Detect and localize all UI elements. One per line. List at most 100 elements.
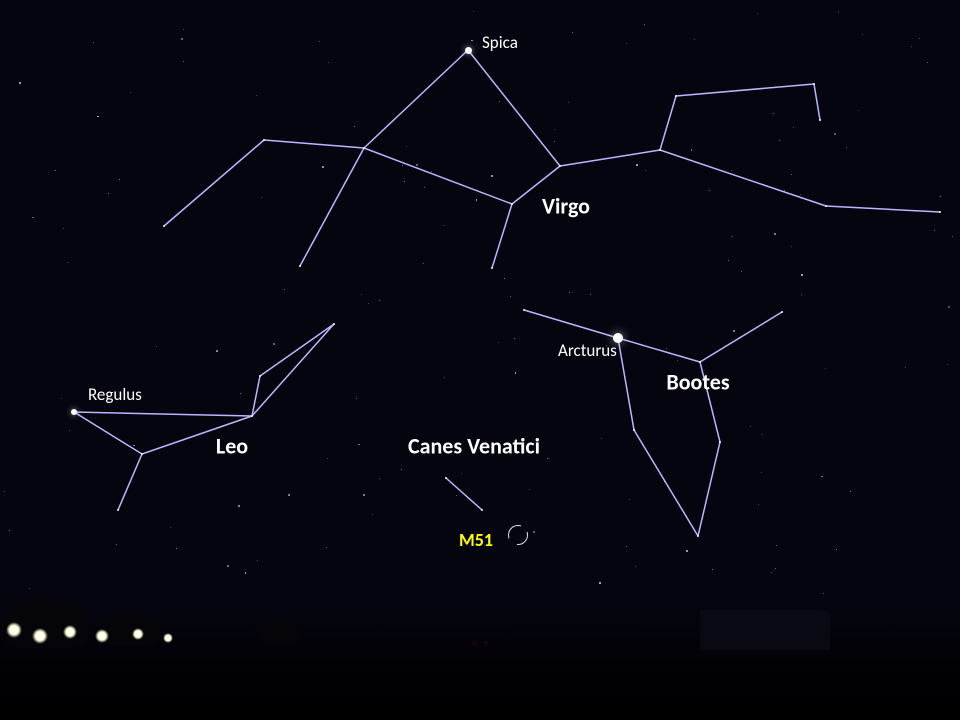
bg-star (601, 438, 602, 439)
bg-star (793, 127, 794, 128)
bg-star (476, 199, 478, 201)
tree-silhouette (100, 612, 160, 646)
bg-star (731, 170, 732, 171)
bg-star (257, 560, 258, 561)
bg-star (498, 342, 499, 343)
bg-star (757, 13, 758, 14)
bg-star (733, 330, 735, 332)
bg-star (626, 546, 627, 547)
bg-star (284, 289, 285, 290)
bg-star (19, 82, 21, 84)
bg-star (626, 43, 627, 44)
bg-star (116, 544, 117, 545)
bg-star (328, 62, 329, 63)
vertex-star (697, 535, 699, 537)
label-bootes: Bootes (666, 369, 729, 396)
vertex-star (939, 211, 941, 213)
vertex-star (333, 323, 335, 325)
bg-star (709, 190, 710, 191)
bg-star (774, 233, 776, 235)
sky-canvas: Virgo Leo Canes Venatici Bootes Spica Re… (0, 0, 960, 720)
bg-star (9, 530, 10, 531)
bg-star (473, 11, 474, 12)
bg-star (636, 164, 638, 166)
label-regulus: Regulus (88, 384, 142, 405)
bg-star (644, 24, 645, 25)
bg-star (927, 62, 928, 63)
bg-star (32, 217, 34, 219)
bg-star (599, 582, 601, 584)
bg-star (176, 548, 177, 549)
bg-star (368, 303, 369, 304)
bg-star (784, 190, 785, 191)
star-spica (465, 47, 472, 54)
bg-star (499, 101, 500, 102)
bg-star (354, 126, 355, 127)
bg-star (911, 46, 912, 47)
bg-star (245, 572, 247, 574)
line-bootes (524, 310, 618, 338)
bg-star (256, 95, 257, 96)
bg-star (372, 514, 373, 515)
bg-star (510, 296, 511, 297)
bg-star (850, 491, 851, 492)
bg-star (363, 494, 365, 496)
bg-star (456, 495, 457, 496)
bg-star (288, 494, 290, 496)
bg-star (133, 445, 135, 447)
bg-star (569, 292, 570, 293)
bg-star (773, 113, 774, 114)
bg-star (491, 175, 493, 177)
bg-star (728, 260, 729, 261)
bg-star (4, 491, 5, 492)
bg-star (379, 300, 380, 301)
line-virgo (364, 148, 512, 204)
bg-star (934, 230, 935, 231)
vertex-star (719, 441, 721, 443)
bg-star (821, 476, 823, 478)
bg-star (554, 129, 555, 130)
bg-star (664, 481, 665, 482)
bg-star (533, 531, 535, 533)
vertex-star (117, 509, 119, 511)
vertex-star (825, 205, 827, 207)
bg-star (61, 398, 62, 399)
line-leo (252, 376, 260, 416)
bg-star (514, 338, 515, 339)
label-arcturus: Arcturus (558, 340, 617, 361)
bg-star (183, 61, 184, 62)
bg-star (758, 504, 759, 505)
bg-star (776, 545, 777, 546)
line-leo (74, 412, 252, 416)
line-virgo (492, 204, 512, 268)
bg-star (401, 469, 402, 470)
bg-star (750, 426, 751, 427)
vertex-star (781, 311, 783, 313)
bg-star (801, 274, 803, 276)
bg-star (63, 228, 64, 229)
bg-star (771, 572, 772, 573)
bg-star (952, 236, 953, 237)
bg-star (554, 141, 555, 142)
line-virgo (660, 150, 826, 206)
bg-star (791, 246, 792, 247)
bg-star (761, 472, 762, 473)
bg-star (326, 547, 327, 548)
vertex-star (259, 375, 261, 377)
vertex-star (141, 453, 143, 455)
bg-star (227, 565, 229, 567)
m51-marker (508, 525, 528, 545)
line-virgo (364, 50, 468, 148)
bg-star (444, 377, 445, 378)
vertex-star (163, 225, 165, 227)
line-bootes (618, 338, 634, 430)
bg-star (319, 41, 320, 42)
bg-star (358, 444, 360, 446)
bg-star (825, 368, 826, 369)
star-regulus (71, 409, 77, 415)
building-silhouette (700, 610, 830, 650)
bg-star (948, 306, 950, 308)
bg-star (838, 12, 839, 13)
label-spica: Spica (482, 32, 518, 53)
bg-star (423, 263, 424, 264)
